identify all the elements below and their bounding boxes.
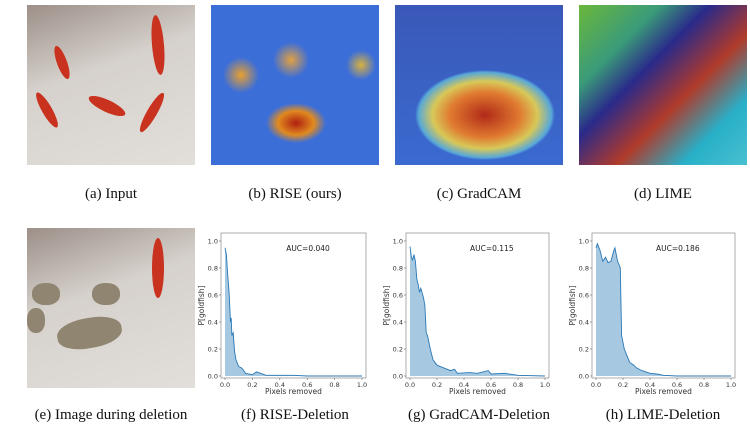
- y-tick-label: 0.2: [208, 345, 218, 353]
- caption-c: (c) GradCAM: [436, 186, 522, 202]
- x-axis-label: Pixels removed: [635, 387, 692, 395]
- caption-f: (f) RISE-Deletion: [241, 407, 349, 423]
- deletion-curve: [409, 246, 546, 377]
- plot-frame: [220, 232, 367, 379]
- y-tick-label: 0.8: [393, 264, 403, 272]
- x-tick-label: 0.8: [699, 381, 709, 389]
- y-tick-label: 0.6: [579, 291, 589, 299]
- x-tick-label: 1.0: [726, 381, 736, 389]
- x-tick-label: 0.4: [645, 381, 655, 389]
- y-tick-label: 0.2: [579, 345, 589, 353]
- x-tick-label: 0.8: [329, 381, 339, 389]
- caption-a: (a) Input: [84, 186, 138, 202]
- x-tick-label: 1.0: [540, 381, 550, 389]
- x-tick-label: 0.6: [486, 381, 496, 389]
- x-tick-label: 0.2: [247, 381, 257, 389]
- rise-saliency-map: [211, 5, 379, 165]
- y-tick-label: 0.4: [393, 318, 403, 326]
- x-axis-label: Pixels removed: [265, 387, 322, 395]
- x-tick-label: 0.0: [220, 381, 230, 389]
- y-tick-label: 1.0: [208, 237, 218, 245]
- y-tick-label: 0.4: [579, 318, 589, 326]
- input-image: [27, 5, 195, 165]
- x-tick-label: 0.6: [672, 381, 682, 389]
- y-axis-label: P[goldfish]: [568, 285, 577, 325]
- x-tick-label: 0.4: [459, 381, 469, 389]
- y-tick-label: 0.0: [579, 372, 589, 380]
- caption-h: (h) LIME-Deletion: [605, 407, 721, 423]
- y-axis-label: P[goldfish]: [382, 285, 391, 325]
- gradcam-deletion-chart: 0.0 0.2 0.4 0.6 0.8 1.0 0.0 0.2 0.4 0.6 0.8 1.0 Pixe…: [382, 232, 550, 395]
- y-tick-label: 0.8: [579, 264, 589, 272]
- rise-deletion-chart: 0.0 0.2 0.4 0.6 0.8 1.0 0.0 0.2 0.4 0.6 0.8 1.0 Pixe…: [197, 232, 367, 395]
- caption-g: (g) GradCAM-Deletion: [407, 407, 551, 423]
- area-fill: [596, 243, 731, 376]
- y-tick-label: 0.6: [393, 291, 403, 299]
- x-tick-label: 0.2: [618, 381, 628, 389]
- x-axis-label: Pixels removed: [449, 387, 506, 395]
- x-tick-label: 0.6: [302, 381, 312, 389]
- y-tick-label: 0.0: [393, 372, 403, 380]
- lime-segmentation: [579, 5, 747, 165]
- area-fill: [410, 246, 545, 376]
- y-tick-label: 1.0: [393, 237, 403, 245]
- y-axis-label: P[goldfish]: [197, 285, 206, 325]
- y-tick-label: 0.6: [208, 291, 218, 299]
- lime-deletion-chart: 0.0 0.2 0.4 0.6 0.8 1.0 0.0 0.2 0.4 0.6 0.8 1.0 Pixe…: [568, 232, 736, 395]
- x-tick-label: 0.0: [591, 381, 601, 389]
- y-tick-label: 1.0: [579, 237, 589, 245]
- y-tick-label: 0.4: [208, 318, 218, 326]
- x-tick-label: 0.8: [513, 381, 523, 389]
- y-tick-label: 0.0: [208, 372, 218, 380]
- x-tick-label: 1.0: [357, 381, 367, 389]
- caption-b: (b) RISE (ours): [248, 186, 342, 202]
- deletion-image: [27, 228, 195, 388]
- caption-e: (e) Image during deletion: [34, 407, 188, 423]
- auc-annotation: AUC=0.186: [656, 244, 700, 253]
- caption-d: (d) LIME: [634, 186, 692, 202]
- y-tick-label: 0.2: [393, 345, 403, 353]
- x-tick-label: 0.4: [275, 381, 285, 389]
- x-tick-label: 0.0: [405, 381, 415, 389]
- deletion-curve: [224, 247, 362, 377]
- x-tick-label: 0.2: [432, 381, 442, 389]
- gradcam-saliency-map: [395, 5, 563, 165]
- y-tick-label: 0.8: [208, 264, 218, 272]
- auc-annotation: AUC=0.115: [470, 244, 514, 253]
- auc-annotation: AUC=0.040: [286, 244, 330, 253]
- deletion-curve: [595, 242, 731, 377]
